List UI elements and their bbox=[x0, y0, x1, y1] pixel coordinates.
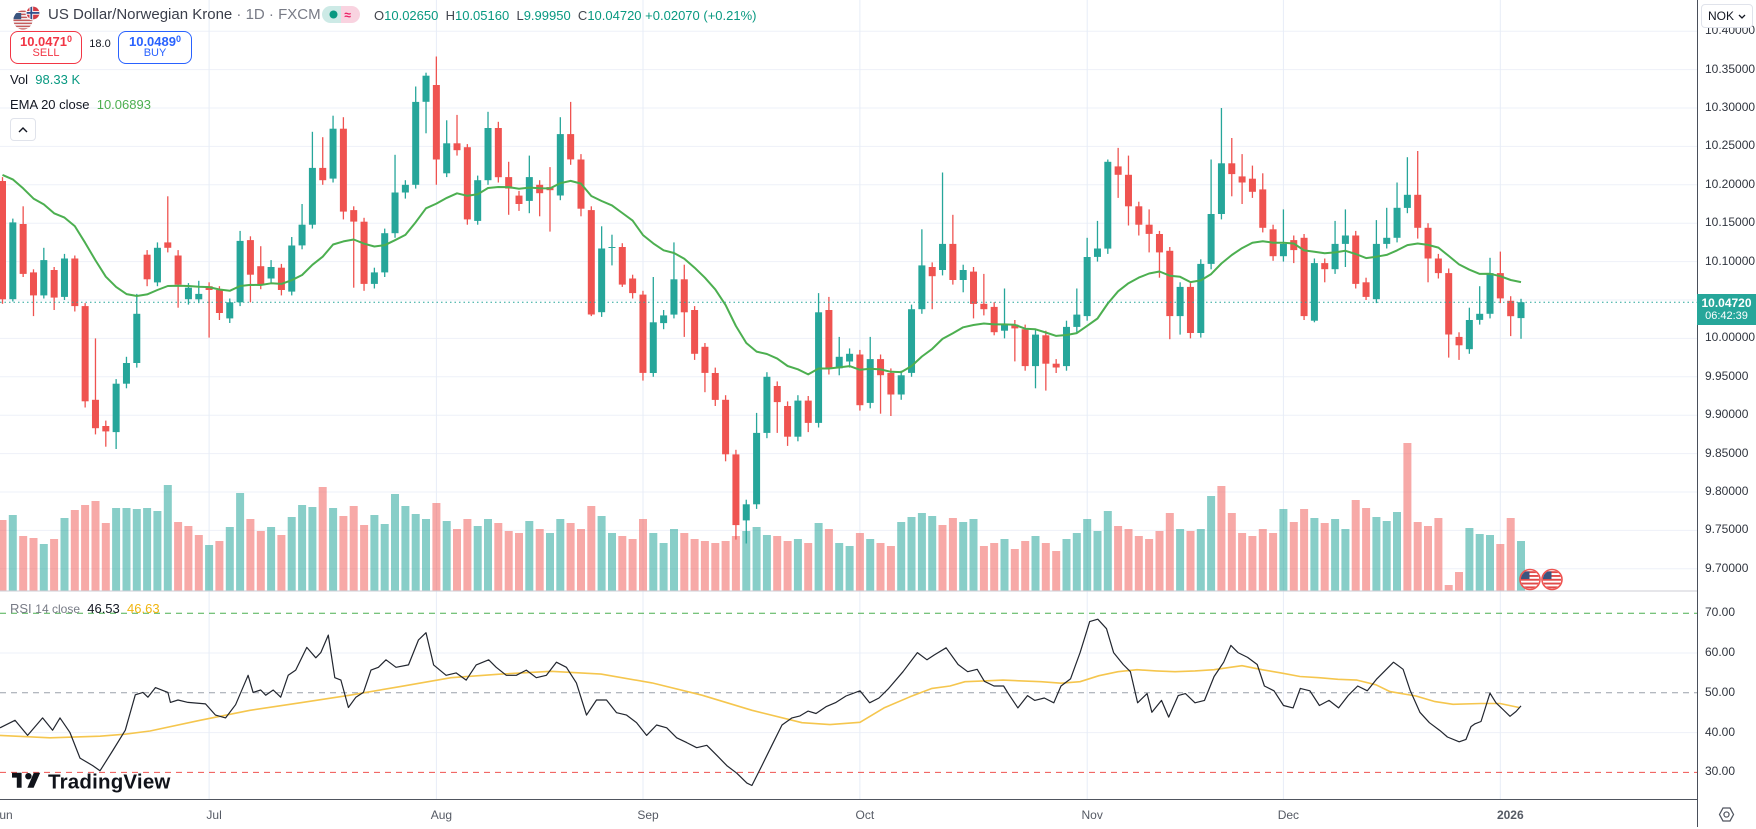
svg-text:TradingView: TradingView bbox=[48, 770, 171, 793]
svg-text:≈: ≈ bbox=[344, 8, 351, 22]
